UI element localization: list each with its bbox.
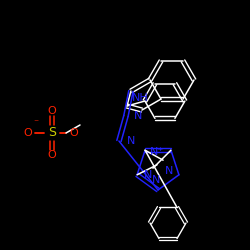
Text: ⁻: ⁻ [34, 118, 38, 128]
Text: O: O [24, 128, 32, 138]
Text: NH: NH [132, 93, 148, 103]
Text: O: O [48, 150, 56, 160]
Text: O: O [48, 106, 56, 116]
Text: N: N [144, 170, 152, 180]
Text: N⁺: N⁺ [150, 147, 164, 157]
Text: N: N [127, 136, 135, 146]
Text: O: O [70, 128, 78, 138]
Text: N: N [152, 175, 160, 185]
Text: S: S [48, 126, 56, 140]
Text: N: N [165, 166, 173, 176]
Text: N: N [134, 111, 142, 121]
